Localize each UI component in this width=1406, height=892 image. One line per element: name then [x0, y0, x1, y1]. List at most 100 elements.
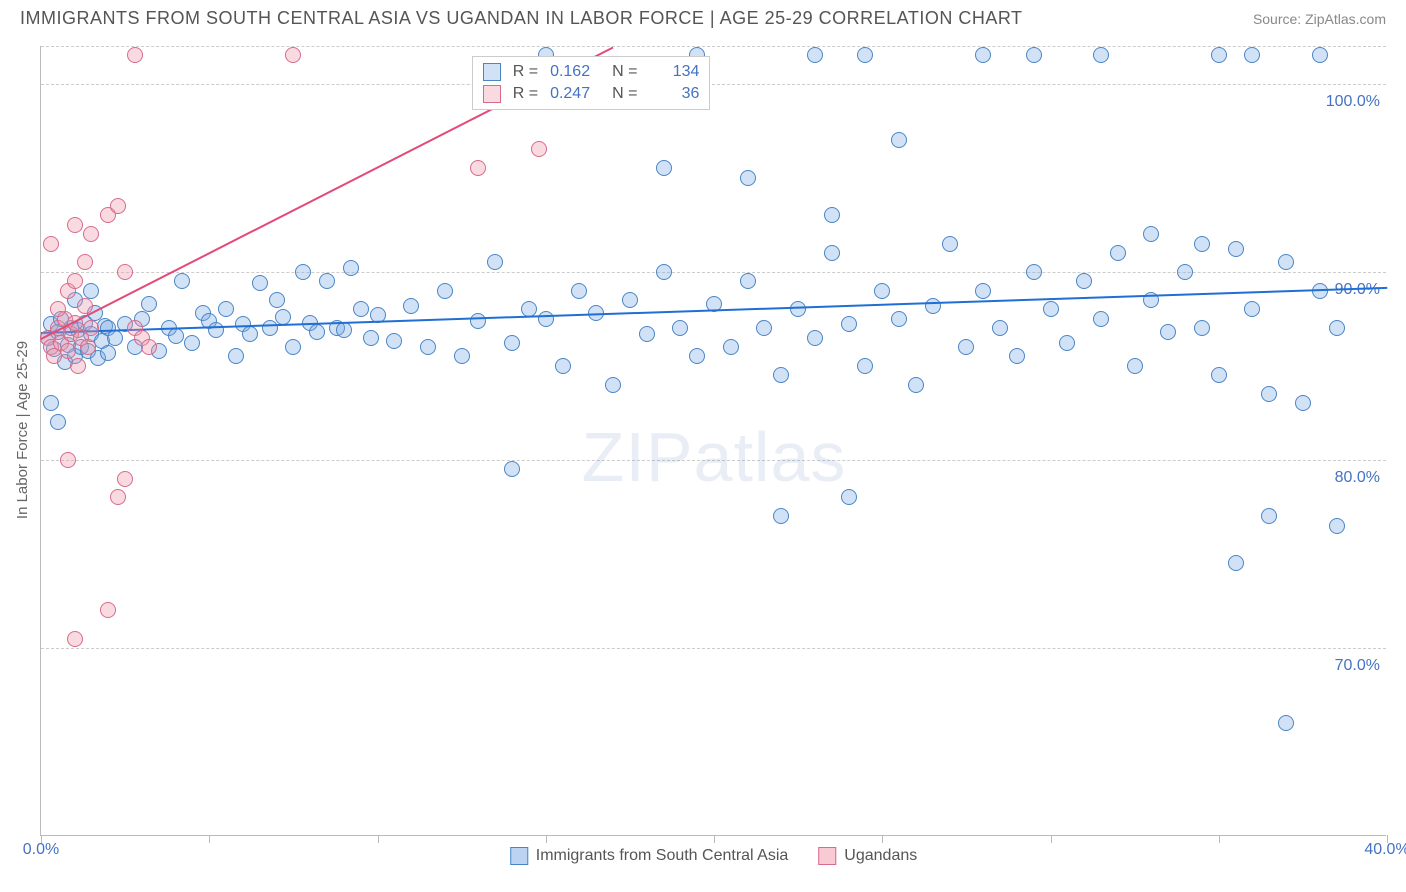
scatter-point [309, 324, 325, 340]
scatter-point [689, 348, 705, 364]
scatter-point [60, 343, 76, 359]
y-tick-label: 80.0% [1335, 469, 1380, 487]
trend-line [41, 287, 1387, 334]
scatter-point [756, 320, 772, 336]
x-tick [1051, 835, 1052, 843]
chart-source: Source: ZipAtlas.com [1253, 11, 1386, 27]
legend-stats-box: R =0.162N =134R =0.247N =36 [472, 56, 711, 110]
scatter-point [1329, 320, 1345, 336]
legend-swatch [510, 847, 528, 865]
x-tick [378, 835, 379, 843]
scatter-point [1177, 264, 1193, 280]
scatter-point [470, 160, 486, 176]
x-tick [209, 835, 210, 843]
scatter-point [1194, 320, 1210, 336]
legend-stats-row: R =0.162N =134 [483, 61, 700, 83]
gridline [41, 460, 1386, 461]
scatter-point [117, 471, 133, 487]
scatter-point [67, 273, 83, 289]
scatter-point [740, 273, 756, 289]
scatter-point [925, 298, 941, 314]
legend-label: Ugandans [844, 847, 917, 865]
scatter-point [958, 339, 974, 355]
scatter-point [1160, 324, 1176, 340]
scatter-point [841, 316, 857, 332]
scatter-point [1228, 241, 1244, 257]
watermark-text: ZIPatlas [582, 417, 847, 497]
y-axis-title: In Labor Force | Age 25-29 [14, 341, 31, 519]
scatter-point [538, 311, 554, 327]
stat-r-label: R = [513, 85, 538, 103]
scatter-point [790, 301, 806, 317]
scatter-point [1228, 555, 1244, 571]
scatter-point [504, 461, 520, 477]
legend-item: Ugandans [818, 847, 917, 865]
scatter-point [269, 292, 285, 308]
scatter-point [1312, 47, 1328, 63]
scatter-point [208, 322, 224, 338]
scatter-point [857, 358, 873, 374]
scatter-point [487, 254, 503, 270]
scatter-point [773, 508, 789, 524]
scatter-point [1244, 301, 1260, 317]
scatter-point [275, 309, 291, 325]
scatter-point [174, 273, 190, 289]
scatter-point [1261, 508, 1277, 524]
scatter-point [1026, 264, 1042, 280]
scatter-point [141, 339, 157, 355]
scatter-point [319, 273, 335, 289]
scatter-point [672, 320, 688, 336]
scatter-point [218, 301, 234, 317]
scatter-point [403, 298, 419, 314]
scatter-point [295, 264, 311, 280]
stat-r-value: 0.162 [550, 63, 600, 81]
scatter-point [363, 330, 379, 346]
scatter-point [807, 47, 823, 63]
scatter-point [80, 339, 96, 355]
chart-title: IMMIGRANTS FROM SOUTH CENTRAL ASIA VS UG… [20, 8, 1023, 29]
gridline [41, 46, 1386, 47]
chart-plot-area: ZIPatlas R =0.162N =134R =0.247N =36 Imm… [40, 46, 1386, 836]
scatter-point [908, 377, 924, 393]
scatter-point [656, 264, 672, 280]
legend-swatch [483, 85, 501, 103]
scatter-point [168, 328, 184, 344]
scatter-point [228, 348, 244, 364]
scatter-point [336, 322, 352, 338]
scatter-point [67, 631, 83, 647]
scatter-point [1076, 273, 1092, 289]
scatter-point [1211, 47, 1227, 63]
x-tick [882, 835, 883, 843]
legend-stats-row: R =0.247N =36 [483, 83, 700, 105]
scatter-point [353, 301, 369, 317]
x-tick-label: 0.0% [23, 841, 59, 859]
gridline [41, 648, 1386, 649]
stat-n-value: 134 [649, 63, 699, 81]
scatter-point [1211, 367, 1227, 383]
scatter-point [723, 339, 739, 355]
x-tick-label: 40.0% [1364, 841, 1406, 859]
chart-header: IMMIGRANTS FROM SOUTH CENTRAL ASIA VS UG… [0, 0, 1406, 33]
scatter-point [740, 170, 756, 186]
scatter-point [942, 236, 958, 252]
scatter-point [891, 311, 907, 327]
x-tick [546, 835, 547, 843]
y-tick-label: 100.0% [1326, 93, 1380, 111]
scatter-point [874, 283, 890, 299]
scatter-point [43, 236, 59, 252]
scatter-point [1295, 395, 1311, 411]
scatter-point [992, 320, 1008, 336]
scatter-point [571, 283, 587, 299]
scatter-point [252, 275, 268, 291]
scatter-point [555, 358, 571, 374]
scatter-point [83, 320, 99, 336]
scatter-point [50, 414, 66, 430]
scatter-point [470, 313, 486, 329]
scatter-point [891, 132, 907, 148]
legend-swatch [483, 63, 501, 81]
scatter-point [242, 326, 258, 342]
scatter-point [824, 207, 840, 223]
scatter-point [141, 296, 157, 312]
legend-swatch [818, 847, 836, 865]
x-tick [714, 835, 715, 843]
